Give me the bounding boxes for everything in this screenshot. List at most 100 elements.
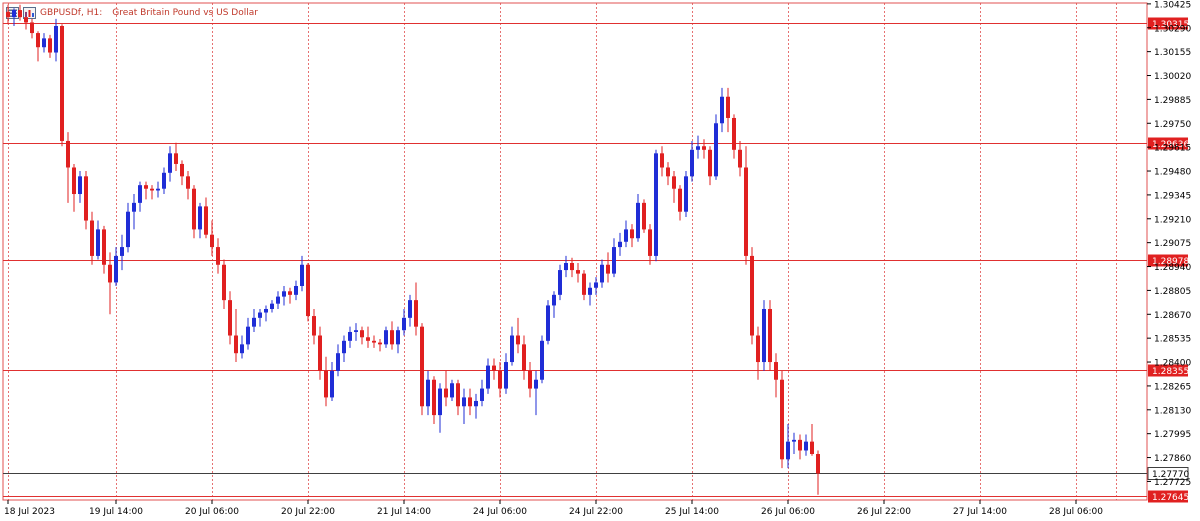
candle [534, 370, 538, 416]
candle [228, 291, 232, 345]
candle [738, 140, 742, 177]
candle-body [132, 202, 136, 212]
candle-body [456, 383, 460, 407]
price-tick-label: 1.28535 [1154, 335, 1191, 345]
candle-body [180, 163, 184, 177]
candle [156, 181, 160, 198]
candle-body [738, 149, 742, 168]
price-tick-label: 1.28805 [1154, 287, 1191, 297]
candle-body [492, 365, 496, 371]
candle [762, 300, 766, 371]
candle [36, 31, 40, 62]
candle-body [756, 335, 760, 363]
price-tick-label: 1.30020 [1154, 72, 1191, 82]
candle [294, 280, 298, 301]
candle [468, 388, 472, 416]
candle [642, 199, 646, 233]
symbol-description: Great Britain Pound vs US Dollar [112, 8, 258, 18]
candle-body [444, 388, 448, 398]
candle [768, 300, 772, 371]
candle [240, 335, 244, 359]
candle [438, 383, 442, 433]
level-price-label: 1.27770 [1152, 470, 1189, 480]
candle [258, 308, 262, 327]
candle-body [522, 344, 526, 371]
candle-body [636, 202, 640, 239]
candle [504, 353, 508, 394]
time-axis: 18 Jul 2023 19 Jul 14:00 20 Jul 06:00 20 Ju… [4, 500, 1103, 517]
candle-body [480, 388, 484, 401]
candle [456, 379, 460, 416]
candle-body [156, 188, 160, 191]
candle-body [438, 388, 442, 416]
candle [420, 323, 424, 416]
candle-body [126, 211, 130, 248]
candle-body [294, 285, 298, 295]
candle-body [90, 220, 94, 256]
candle [378, 339, 382, 352]
candle [216, 238, 220, 274]
candle-body [570, 262, 574, 271]
candle [552, 291, 556, 318]
candle-body [672, 176, 676, 189]
candle-body [684, 176, 688, 212]
level-price-tag [1148, 17, 1188, 30]
candle-body [516, 335, 520, 345]
candle [564, 255, 568, 278]
time-tick-label: 19 Jul 14:00 [89, 507, 143, 517]
candle-body [198, 206, 202, 230]
candle [498, 362, 502, 398]
candle-body [306, 264, 310, 317]
candle-body [510, 335, 514, 363]
candle-body [102, 229, 106, 265]
candle [618, 232, 622, 256]
candle [78, 171, 82, 203]
candle-body [360, 330, 364, 338]
candle [804, 434, 808, 456]
candle [780, 370, 784, 469]
candle [120, 234, 124, 271]
candle [522, 335, 526, 380]
time-tick-label: 24 Jul 06:00 [473, 507, 527, 517]
candle-body [678, 188, 682, 212]
candle [798, 434, 802, 460]
candle-body [246, 326, 250, 345]
candle-body [144, 185, 148, 189]
candle [348, 326, 352, 348]
candle-body [750, 255, 754, 336]
candle [48, 34, 52, 58]
candle [576, 262, 580, 283]
level-price-label: 1.27645 [1152, 493, 1189, 503]
candle [264, 305, 268, 322]
candle-body [534, 379, 538, 389]
level-price-label: 1.30315 [1152, 20, 1189, 30]
price-tick-label: 1.29075 [1154, 239, 1191, 249]
level-price-tag [1148, 490, 1188, 503]
candle-body [732, 117, 736, 150]
candle-body [468, 397, 472, 407]
candle [408, 294, 412, 327]
price-tick-label: 1.28130 [1154, 406, 1191, 416]
grid-layer [2, 2, 1148, 501]
candle-body [774, 362, 778, 380]
price-tick-label: 1.29345 [1154, 191, 1191, 201]
candle-body [576, 270, 580, 274]
candle [690, 140, 694, 182]
candle [336, 344, 340, 377]
candle [246, 317, 250, 350]
candle [516, 317, 520, 354]
candle-body [354, 330, 358, 332]
candle-body [120, 247, 124, 256]
candle-body [210, 234, 214, 248]
candle [12, 8, 16, 26]
candle [60, 24, 64, 147]
candle-body [342, 340, 346, 354]
candle-body [168, 153, 172, 173]
candle [462, 388, 466, 424]
candle-body [810, 441, 814, 455]
candle [708, 146, 712, 186]
candle [600, 259, 604, 288]
candle-body [300, 264, 304, 286]
